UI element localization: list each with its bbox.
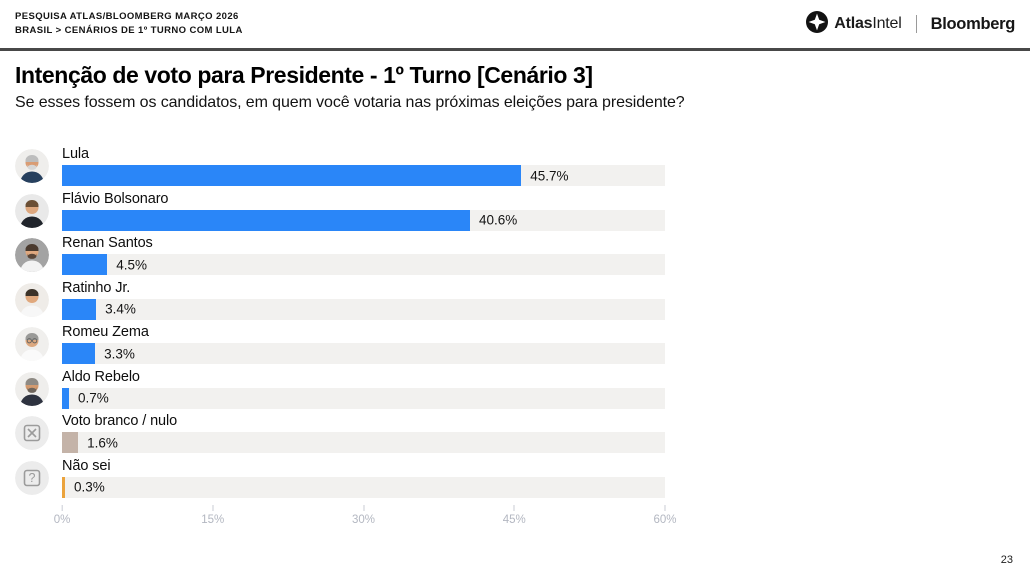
candidate-name: Não sei	[62, 457, 111, 474]
candidate-row: Flávio Bolsonaro 40.6%	[15, 191, 667, 231]
candidate-name: Lula	[62, 146, 90, 162]
value-bar	[62, 165, 522, 186]
question-box-icon: ?	[15, 460, 49, 495]
value-label: 0.3%	[74, 479, 105, 495]
candidate-avatar	[15, 193, 49, 228]
value-label: 40.6%	[479, 212, 518, 228]
header-kicker: PESQUISA ATLAS/BLOOMBERG MARÇO 2026 BRAS…	[15, 10, 243, 38]
candidate-row: Romeu Zema 3.3%	[15, 324, 667, 364]
axis-tick: 60%	[653, 505, 677, 526]
bar-chart: Lula 45.7% Flávio Bolsonaro 40.6% Renan …	[15, 146, 667, 502]
value-bar	[62, 387, 70, 409]
value-bar	[62, 254, 108, 275]
x-axis: 0% 15% 30% 45% 60%	[54, 505, 677, 535]
bloomberg-wordmark: Bloomberg	[930, 14, 1016, 33]
value-label: 1.6%	[87, 435, 118, 450]
candidate-avatar	[15, 238, 49, 272]
candidate-name: Flávio Bolsonaro	[62, 190, 169, 207]
bar-track: 0.3%	[62, 476, 665, 498]
bar-track: 4.5%	[62, 254, 665, 275]
candidate-name: Ratinho Jr.	[62, 279, 131, 296]
kicker-line-1: PESQUISA ATLAS/BLOOMBERG MARÇO 2026	[15, 11, 239, 22]
candidate-row: Ratinho Jr. 3.4%	[15, 280, 667, 320]
chart-subtitle: Se esses fossem os candidatos, em quem v…	[15, 94, 685, 111]
value-label: 0.7%	[78, 390, 109, 406]
bar-track: 1.6%	[62, 432, 665, 453]
candidate-avatar	[15, 371, 49, 406]
axis-tick-mark	[513, 505, 515, 511]
chart-rows: Lula 45.7% Flávio Bolsonaro 40.6% Renan …	[15, 146, 667, 498]
candidate-name: Aldo Rebelo	[62, 368, 140, 385]
header: PESQUISA ATLAS/BLOOMBERG MARÇO 2026 BRAS…	[0, 0, 1030, 51]
bar-track: 0.7%	[62, 387, 665, 409]
title-block: Intenção de voto para Presidente - 1º Tu…	[15, 62, 1015, 112]
axis-tick-label: 30%	[351, 514, 376, 526]
candidate-avatar	[15, 327, 49, 361]
bar-track: 3.3%	[62, 343, 665, 364]
candidate-row: Aldo Rebelo 0.7%	[15, 369, 667, 409]
chart-title: Intenção de voto para Presidente - 1º Tu…	[15, 62, 593, 88]
axis-tick-mark	[212, 505, 214, 511]
axis-tick-mark	[363, 505, 364, 511]
svg-text:?: ?	[29, 471, 36, 485]
value-label: 3.4%	[105, 301, 136, 317]
value-bar	[62, 343, 96, 364]
axis-tick-label: 60%	[653, 514, 677, 526]
value-label: 4.5%	[116, 257, 147, 272]
candidate-row: Lula 45.7%	[15, 146, 667, 186]
candidate-name: Romeu Zema	[62, 324, 149, 340]
x-box-icon	[15, 416, 49, 450]
axis-tick: 30%	[352, 505, 375, 526]
axis-tick: 15%	[201, 505, 224, 526]
candidate-name: Renan Santos	[62, 235, 153, 251]
axis-tick: 45%	[503, 505, 526, 526]
candidate-row: Renan Santos 4.5%	[15, 235, 667, 275]
value-label: 3.3%	[104, 346, 135, 361]
page-number: 23	[1000, 554, 1013, 566]
value-bar	[62, 298, 97, 320]
brand-logos: AtlasIntel Bloomberg	[806, 10, 1016, 38]
axis-tick: 0%	[53, 505, 71, 526]
axis-tick-label: 45%	[502, 514, 526, 526]
kicker-line-2: BRASIL > CENÁRIOS DE 1º TURNO COM LULA	[15, 25, 243, 36]
atlas-star-icon	[806, 10, 829, 38]
axis-tick-mark	[664, 505, 666, 511]
bar-track: 45.7%	[62, 165, 665, 186]
axis-tick-mark	[61, 505, 63, 511]
candidate-row: Voto branco / nulo 1.6%	[15, 413, 667, 453]
value-bar	[62, 209, 471, 231]
axis-tick-label: 0%	[53, 514, 71, 526]
value-bar	[62, 432, 79, 453]
axis-tick-label: 15%	[201, 514, 225, 526]
candidate-name: Voto branco / nulo	[62, 413, 178, 429]
bar-track: 40.6%	[62, 209, 665, 231]
bar-track: 3.4%	[62, 298, 665, 320]
value-bar	[62, 476, 65, 498]
value-label: 45.7%	[530, 168, 569, 183]
atlasintel-logo: AtlasIntel	[806, 10, 902, 38]
brand-divider	[915, 15, 917, 33]
atlasintel-wordmark: AtlasIntel	[834, 15, 902, 32]
candidate-row: ? Não sei 0.3%	[15, 458, 667, 498]
candidate-avatar	[15, 282, 49, 317]
candidate-avatar	[15, 149, 49, 183]
